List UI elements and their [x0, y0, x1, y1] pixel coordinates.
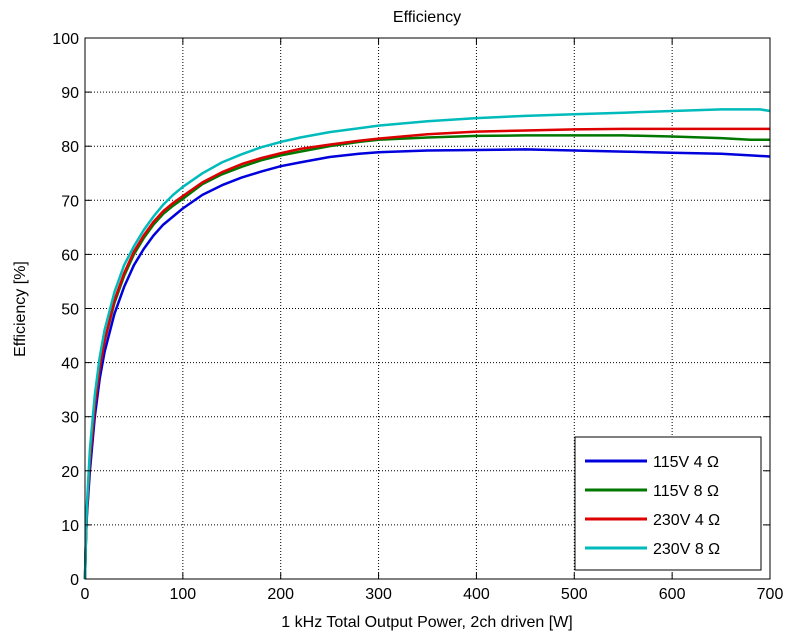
y-tick-label: 40: [61, 356, 79, 373]
y-tick-label: 20: [61, 464, 79, 481]
y-tick-label: 10: [61, 518, 79, 535]
series-line-4: [83, 108, 771, 580]
x-tick-label: 0: [81, 586, 90, 603]
x-tick-label: 700: [757, 586, 784, 603]
x-tick-label: 200: [267, 586, 294, 603]
y-tick-label: 30: [61, 410, 79, 427]
y-tick-label: 60: [61, 247, 79, 264]
y-tick-label: 70: [61, 193, 79, 210]
legend-label: 230V 8 Ω: [653, 541, 720, 558]
y-tick-label: 50: [61, 302, 79, 319]
y-tick-label: 90: [61, 85, 79, 102]
chart-title: Efficiency: [393, 9, 461, 26]
grid-lines: [85, 38, 770, 579]
x-tick-label: 500: [561, 586, 588, 603]
series-line-1: [83, 148, 771, 580]
axis-ticks: [84, 37, 771, 580]
legend: 115V 4 Ω 115V 8 Ω 230V 4 Ω 230V 8 Ω: [574, 436, 762, 571]
y-tick-label: 80: [61, 139, 79, 156]
axis-tick-labels: 0 100 200 300 400 500 600 700 0 10 20 30 40 50 60 70 80 9…: [52, 31, 783, 603]
series-line-3: [83, 127, 770, 580]
y-tick-label: 100: [52, 31, 79, 48]
x-tick-label: 300: [365, 586, 392, 603]
x-axis-label: 1 kHz Total Output Power, 2ch driven [W]: [281, 614, 572, 631]
legend-label: 115V 8 Ω: [653, 483, 719, 500]
x-tick-label: 100: [170, 586, 197, 603]
x-tick-label: 400: [463, 586, 490, 603]
legend-label: 230V 4 Ω: [653, 512, 720, 529]
plot-series: [83, 108, 771, 580]
y-axis-label: Efficiency [%]: [12, 261, 29, 357]
x-tick-label: 600: [659, 586, 686, 603]
y-tick-label: 0: [70, 572, 79, 589]
legend-label: 115V 4 Ω: [653, 454, 719, 471]
